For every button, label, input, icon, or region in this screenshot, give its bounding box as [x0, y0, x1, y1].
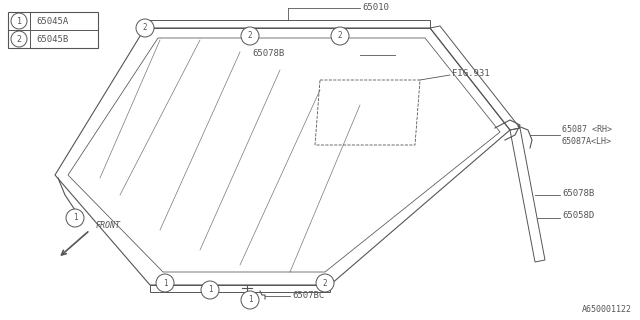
Circle shape — [331, 27, 349, 45]
Text: FRONT: FRONT — [96, 220, 121, 229]
Text: 65078B: 65078B — [252, 49, 284, 58]
Bar — [8, 12, 98, 48]
Circle shape — [241, 291, 259, 309]
Text: 1: 1 — [248, 295, 252, 305]
Text: 1: 1 — [208, 285, 212, 294]
Text: 2: 2 — [248, 31, 252, 41]
Text: 6507BC: 6507BC — [292, 292, 324, 300]
Circle shape — [156, 274, 174, 292]
Text: 2: 2 — [17, 35, 22, 44]
Text: FIG.931: FIG.931 — [452, 68, 490, 77]
Text: 65010: 65010 — [362, 4, 389, 12]
Text: 1: 1 — [163, 278, 167, 287]
Circle shape — [66, 209, 84, 227]
Text: 1: 1 — [17, 17, 22, 26]
Circle shape — [201, 281, 219, 299]
Text: 65058D: 65058D — [562, 212, 595, 220]
Text: 2: 2 — [338, 31, 342, 41]
Text: 65087 <RH>: 65087 <RH> — [562, 125, 612, 134]
Circle shape — [241, 27, 259, 45]
Circle shape — [316, 274, 334, 292]
Text: A650001122: A650001122 — [582, 305, 632, 314]
Circle shape — [136, 19, 154, 37]
Text: 2: 2 — [323, 278, 327, 287]
Text: 65078B: 65078B — [562, 188, 595, 197]
Text: 1: 1 — [73, 213, 77, 222]
Text: 65045B: 65045B — [36, 35, 68, 44]
Text: 65087A<LH>: 65087A<LH> — [562, 138, 612, 147]
Text: 2: 2 — [143, 23, 147, 33]
Text: 65045A: 65045A — [36, 17, 68, 26]
